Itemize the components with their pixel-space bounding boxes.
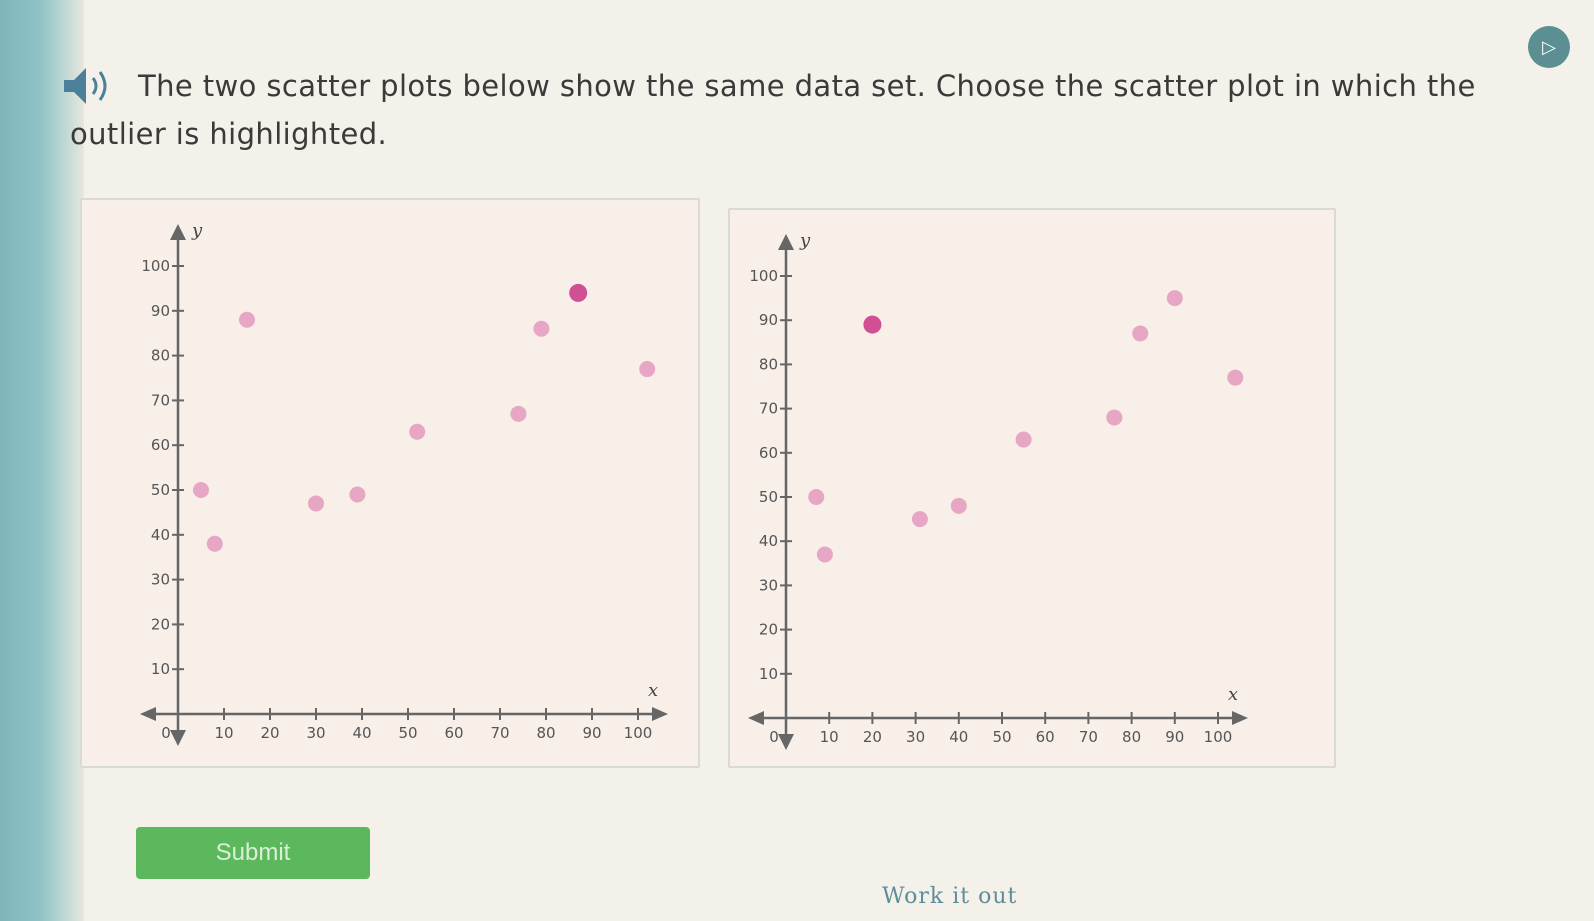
x-tick-label: 0 [161, 724, 171, 742]
x-axis-arrow-right [652, 707, 668, 721]
data-point [1106, 409, 1123, 426]
work-it-out-link[interactable]: Work it out [882, 884, 1018, 909]
data-point [1132, 325, 1149, 342]
y-tick-label: 20 [759, 621, 778, 639]
x-tick-label: 80 [1122, 728, 1141, 746]
x-tick-label: 40 [949, 728, 968, 746]
y-tick-label: 70 [759, 400, 778, 418]
y-axis-arrow-up [778, 234, 794, 250]
y-tick-label: 90 [151, 302, 170, 320]
y-tick-label: 50 [151, 481, 170, 499]
speaker-icon[interactable] [62, 64, 118, 108]
y-axis-arrow-up [170, 224, 186, 240]
highlighted-outlier-point [863, 315, 882, 334]
x-tick-label: 90 [1165, 728, 1184, 746]
y-tick-label: 60 [151, 436, 170, 454]
x-tick-label: 20 [863, 728, 882, 746]
y-tick-label: 90 [759, 311, 778, 329]
x-axis-label: x [648, 680, 658, 701]
scatter-plot-option-b[interactable]: x y 0 10 20 30 40 50 60 70 80 90 100 10 20 30 40 50 60 70 80… [728, 208, 1336, 768]
y-tick-label: 100 [141, 257, 170, 275]
question-text: The two scatter plots below show the sam… [70, 69, 1476, 151]
left-strip [0, 0, 84, 921]
data-point [308, 495, 324, 512]
data-point [911, 511, 928, 528]
question-prompt: The two scatter plots below show the sam… [70, 62, 1530, 158]
highlighted-outlier-point [569, 283, 588, 302]
x-tick-label: 20 [260, 724, 279, 742]
x-tick-label: 80 [536, 724, 555, 742]
data-point [1015, 431, 1032, 448]
scatter-plot-b: x y 0 10 20 30 40 50 60 70 80 90 100 10 20 30 40 50 60 70 80… [748, 230, 1248, 750]
x-tick-label: 70 [490, 724, 509, 742]
y-axis-arrow-down [778, 734, 794, 750]
y-tick-label: 80 [151, 347, 170, 365]
y-tick-label: 10 [151, 660, 170, 678]
y-tick-label: 10 [759, 665, 778, 683]
y-tick-label: 100 [749, 267, 778, 285]
data-point [808, 489, 825, 505]
x-tick-label: 10 [820, 728, 839, 746]
y-tick-label: 40 [759, 532, 778, 550]
y-axis-arrow-down [170, 730, 186, 746]
x-tick-label: 30 [906, 728, 925, 746]
y-tick-label: 30 [759, 576, 778, 594]
x-tick-label: 40 [352, 724, 371, 742]
y-tick-label: 20 [151, 615, 170, 633]
x-axis-arrow-left [748, 711, 764, 725]
submit-button[interactable]: Submit [136, 827, 370, 879]
x-tick-label: 70 [1079, 728, 1098, 746]
data-point [1227, 369, 1244, 386]
data-point [1166, 290, 1183, 307]
data-point [349, 486, 366, 503]
data-point [639, 361, 656, 378]
y-tick-label: 50 [759, 488, 778, 506]
y-tick-label: 60 [759, 444, 778, 462]
data-point [816, 546, 833, 563]
data-point [533, 320, 550, 337]
x-tick-label: 100 [1204, 728, 1233, 746]
play-icon[interactable]: ▷ [1528, 26, 1570, 68]
x-tick-label: 30 [306, 724, 325, 742]
scatter-plot-option-a[interactable]: x y 0 10 20 30 40 50 60 70 80 90 100 10 20 30 40 50 60 70 80… [80, 198, 700, 768]
x-tick-label: 60 [1036, 728, 1055, 746]
data-point [206, 535, 223, 552]
x-tick-label: 0 [769, 728, 779, 746]
x-axis-label: x [1228, 684, 1238, 705]
x-axis-arrow-right [1232, 711, 1248, 725]
x-axis-arrow-left [140, 707, 156, 721]
x-tick-label: 10 [214, 724, 233, 742]
y-axis-label: y [191, 220, 203, 241]
y-tick-label: 30 [151, 571, 170, 589]
x-tick-label: 90 [582, 724, 601, 742]
data-point [409, 423, 426, 440]
data-point [193, 482, 209, 498]
data-point [239, 311, 255, 328]
x-tick-label: 50 [398, 724, 417, 742]
x-tick-label: 60 [444, 724, 463, 742]
x-tick-label: 100 [624, 724, 653, 742]
data-point [510, 405, 527, 422]
y-tick-label: 80 [759, 355, 778, 373]
data-point [950, 497, 967, 514]
x-tick-label: 50 [992, 728, 1011, 746]
y-tick-label: 40 [151, 526, 170, 544]
y-axis-label: y [799, 230, 811, 251]
scatter-plot-a: x y 0 10 20 30 40 50 60 70 80 90 100 10 20 30 40 50 60 70 80… [140, 220, 668, 746]
y-tick-label: 70 [151, 391, 170, 409]
